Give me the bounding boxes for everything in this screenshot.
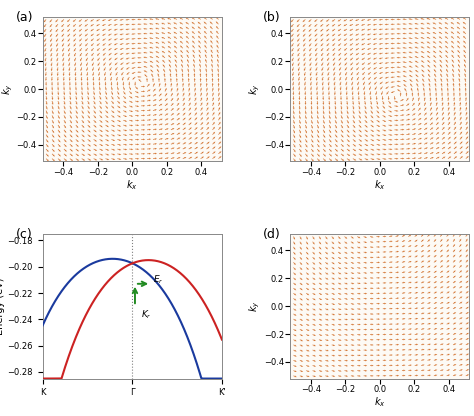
Text: (b): (b) [263, 11, 281, 24]
X-axis label: $k_x$: $k_x$ [374, 395, 385, 409]
Y-axis label: $k_y$: $k_y$ [0, 83, 15, 95]
Text: (c): (c) [16, 228, 33, 241]
Text: (a): (a) [16, 11, 33, 24]
Text: $E_r$: $E_r$ [153, 274, 164, 286]
X-axis label: $k_x$: $k_x$ [127, 178, 138, 192]
Y-axis label: Energy (eV): Energy (eV) [0, 277, 5, 335]
Text: (d): (d) [263, 228, 281, 241]
Y-axis label: $k_y$: $k_y$ [248, 83, 262, 95]
X-axis label: $k_x$: $k_x$ [374, 178, 385, 192]
Text: $K_r$: $K_r$ [141, 309, 152, 321]
Y-axis label: $k_y$: $k_y$ [248, 300, 262, 312]
